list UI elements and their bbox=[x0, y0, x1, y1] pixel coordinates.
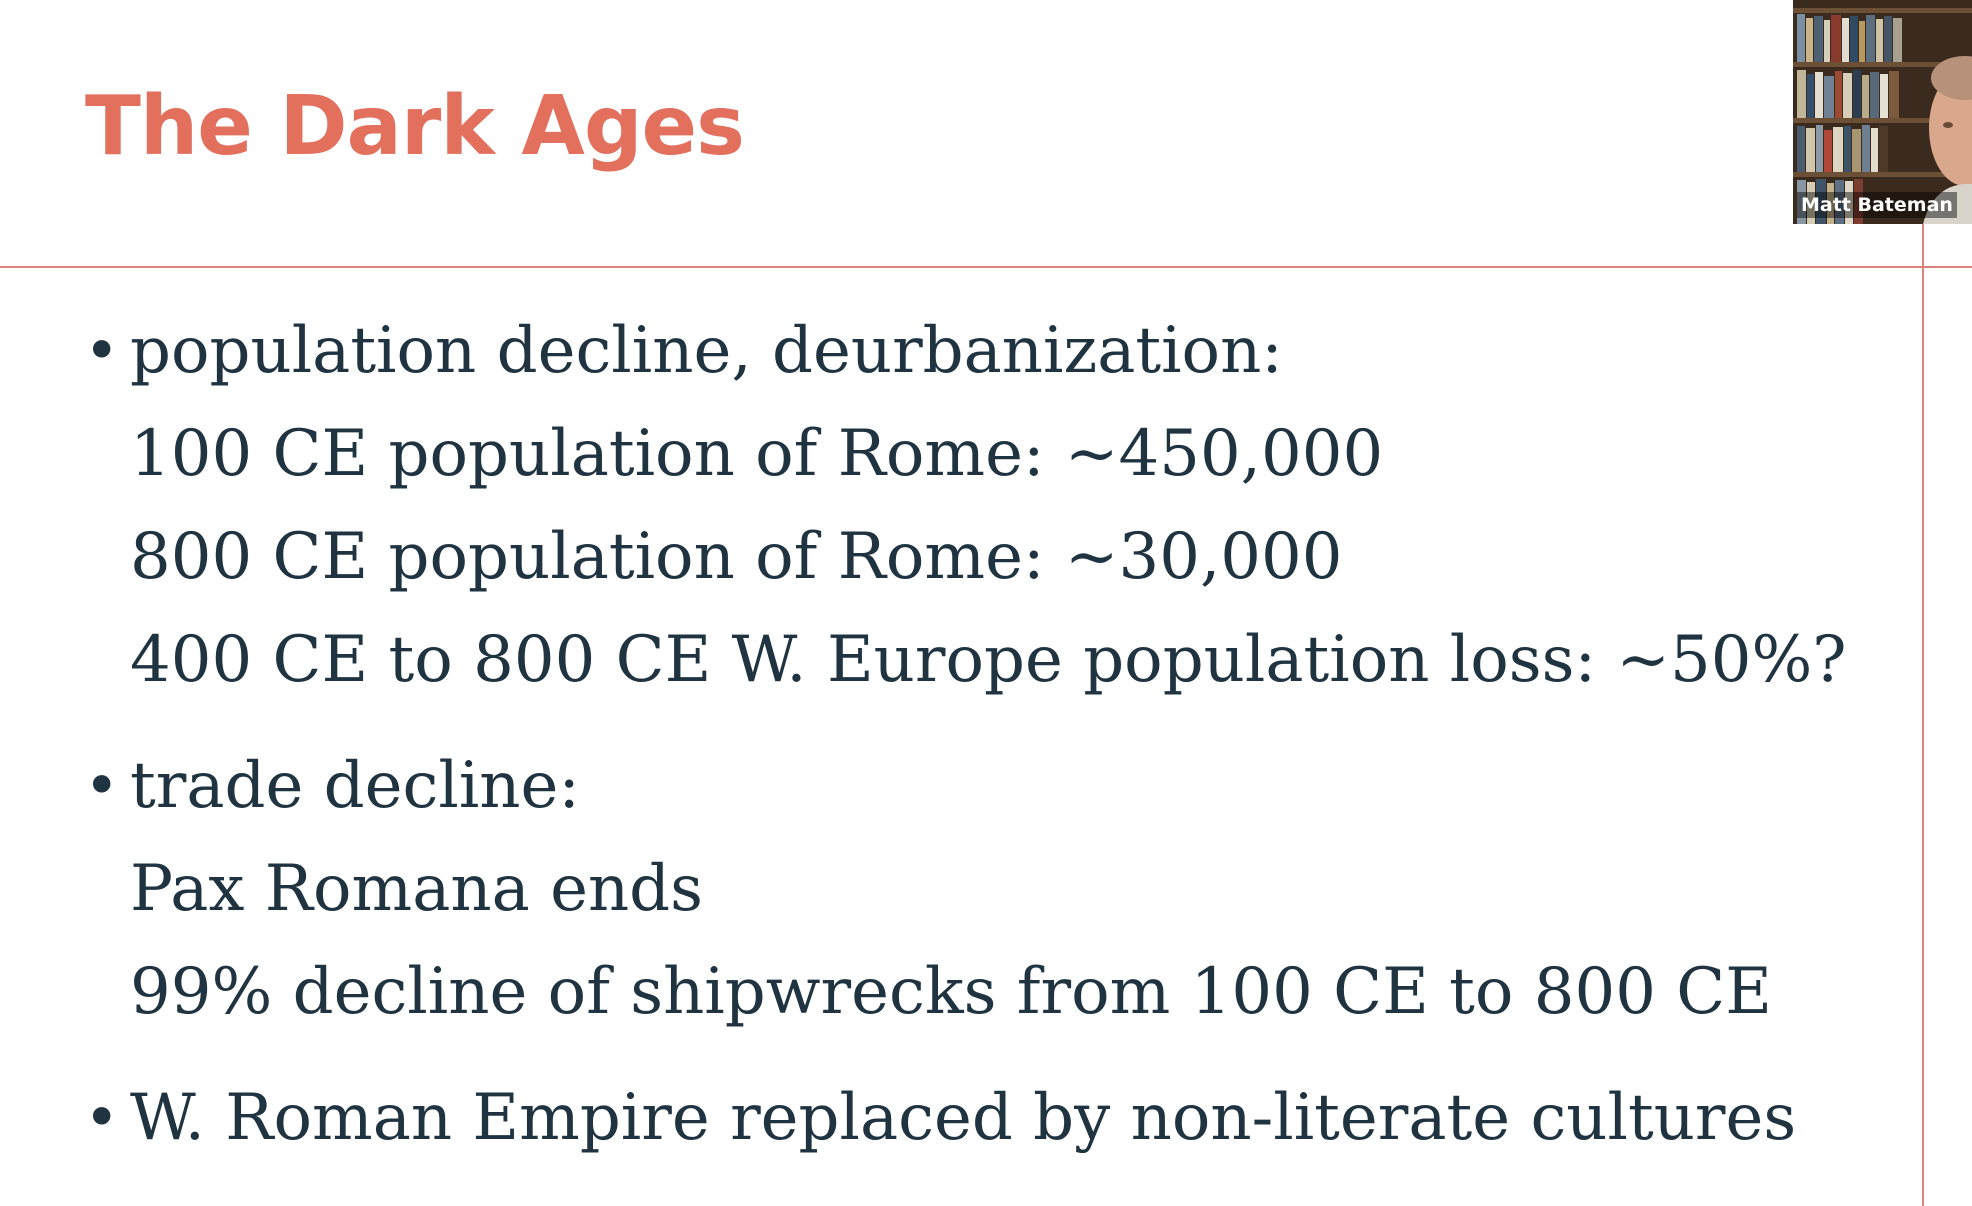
video-feed-image bbox=[1793, 0, 1972, 224]
bullet-trade: • trade decline: Pax Romana ends 99% dec… bbox=[84, 735, 1847, 1044]
bullet-population: • population decline, deurbanization: 10… bbox=[84, 300, 1847, 712]
slide-content: • population decline, deurbanization: 10… bbox=[84, 300, 1847, 1170]
bullet-subline: 800 CE population of Rome: ~30,000 bbox=[130, 520, 1343, 594]
bullet-subline: Pax Romana ends bbox=[130, 852, 703, 926]
bullet-empire: • W. Roman Empire replaced by non-litera… bbox=[84, 1067, 1847, 1170]
title-divider-horizontal bbox=[0, 266, 1972, 268]
participant-video-tile[interactable]: Matt Bateman bbox=[1793, 0, 1972, 224]
bullet-heading: trade decline: bbox=[130, 749, 580, 823]
bullet-heading: population decline, deurbanization: bbox=[130, 314, 1283, 388]
bullet-subline: 99% decline of shipwrecks from 100 CE to… bbox=[130, 955, 1772, 1029]
bullet-subline: 100 CE population of Rome: ~450,000 bbox=[130, 417, 1384, 491]
bullet-dot: • bbox=[84, 316, 120, 386]
bullet-heading: W. Roman Empire replaced by non-literate… bbox=[130, 1081, 1797, 1155]
participant-name-label: Matt Bateman bbox=[1797, 192, 1957, 218]
bullet-dot: • bbox=[84, 1083, 120, 1153]
slide-title: The Dark Ages bbox=[85, 79, 745, 174]
bullet-subline: 400 CE to 800 CE W. Europe population lo… bbox=[130, 623, 1847, 697]
bullet-dot: • bbox=[84, 751, 120, 821]
slide-divider-vertical bbox=[1922, 0, 1924, 1206]
